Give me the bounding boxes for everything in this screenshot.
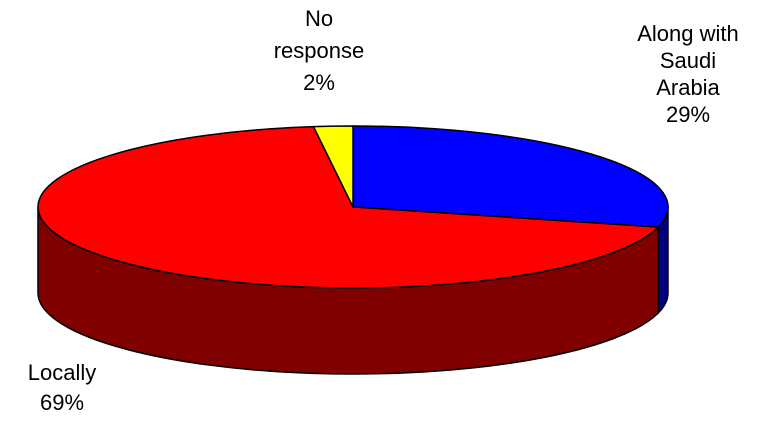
slice-percent-0: 29% [666,102,710,127]
pie-slice-0 [352,125,669,228]
slice-label-line-1-0: Locally [28,360,96,385]
slice-label-line-2-1: response [274,38,365,63]
slice-label-line-2-0: No [305,6,333,31]
slice-label-line-0-2: Arabia [656,75,720,100]
slice-label-line-0-0: Along with [637,21,739,46]
slice-label-2: No response 2% [274,6,365,95]
slice-label-1: Locally 69% [28,360,96,415]
pie-top-surface [37,125,669,289]
pie-slice-2 [312,125,354,208]
slice-label-line-0-1: Saudi [660,48,716,73]
slice-percent-2: 2% [303,70,335,95]
slice-percent-1: 69% [40,390,84,415]
pie-labels: Along with Saudi Arabia 29% Locally 69% No resp… [28,6,739,415]
slice-label-0: Along with Saudi Arabia 29% [637,21,739,127]
pie-slice-1 [37,125,659,289]
